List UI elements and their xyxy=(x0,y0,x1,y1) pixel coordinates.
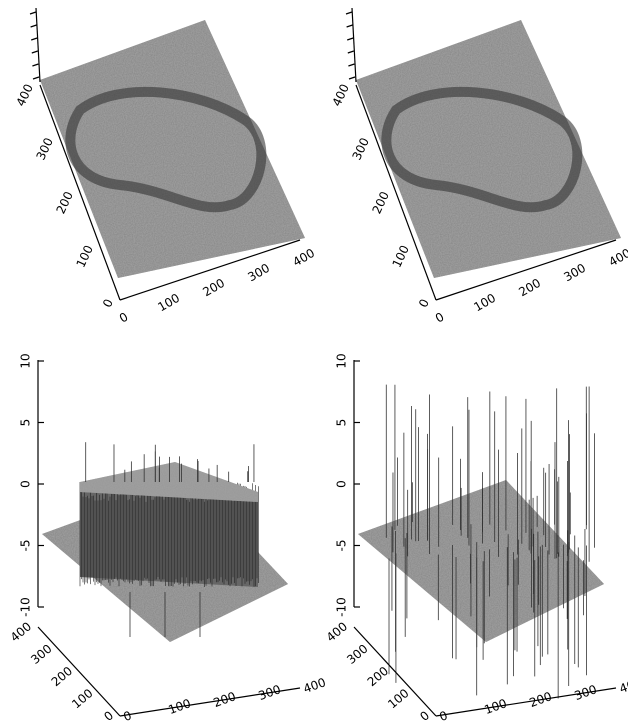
x-tick-label: 400 xyxy=(290,246,317,270)
x-tick-label: 100 xyxy=(155,291,182,315)
z-tick-label: -5 xyxy=(19,540,33,552)
x-tick-label: 400 xyxy=(301,675,327,696)
y-tick-label: 300 xyxy=(28,642,55,667)
y-tick-label: 400 xyxy=(324,619,351,644)
x-tick-label: 100 xyxy=(471,291,498,315)
y-tick-label: 400 xyxy=(8,619,35,644)
z-tick xyxy=(32,76,40,80)
z-tick xyxy=(347,50,354,54)
z-tick xyxy=(346,24,353,28)
y-axis xyxy=(355,84,437,301)
z-axis xyxy=(351,7,357,83)
panel: 0 100 200 300 400 0 100 200 300 400 xyxy=(330,7,628,326)
x-tick-label: 300 xyxy=(561,261,588,285)
x-axis xyxy=(435,239,617,301)
x-tick-label: 200 xyxy=(527,689,553,710)
y-tick-label: 100 xyxy=(385,686,412,711)
z-tick xyxy=(32,63,39,67)
z-tick xyxy=(347,37,354,41)
x-axis xyxy=(119,687,301,717)
z-tick-label: -10 xyxy=(335,597,349,617)
x-tick-label: 100 xyxy=(482,696,508,717)
z-tick xyxy=(31,37,38,41)
y-axis xyxy=(39,84,121,301)
x-tick-label: 200 xyxy=(211,689,237,710)
y-tick-label: 200 xyxy=(365,664,392,689)
z-tick-label: -10 xyxy=(19,597,33,617)
x-tick-label: 0 xyxy=(437,708,449,722)
x-axis xyxy=(435,687,617,717)
x-tick-label: 300 xyxy=(245,261,272,285)
z-axis xyxy=(35,7,41,83)
z-tick-label: 5 xyxy=(19,419,33,427)
y-tick-label: 300 xyxy=(350,136,372,163)
block-top-texture xyxy=(80,462,258,502)
x-axis xyxy=(119,239,301,301)
z-tick-label: 10 xyxy=(19,353,33,368)
x-tick-label: 200 xyxy=(516,276,543,300)
y-tick-label: 200 xyxy=(49,664,76,689)
z-tick xyxy=(30,24,37,28)
surface-texture xyxy=(40,20,305,278)
y-tick-label: 100 xyxy=(69,686,96,711)
z-tick xyxy=(348,63,355,67)
z-tick-label: -5 xyxy=(335,540,349,552)
x-tick-label: 100 xyxy=(166,696,192,717)
z-tick xyxy=(31,50,38,54)
surface xyxy=(42,442,288,642)
y-tick-label: 200 xyxy=(370,189,392,216)
z-tick-label: 5 xyxy=(335,419,349,427)
z-tick-label: 0 xyxy=(335,480,349,488)
x-tick-label: 0 xyxy=(121,708,133,722)
y-tick-label: 400 xyxy=(330,82,352,109)
x-tick-label: 0 xyxy=(433,310,447,326)
x-tick-label: 300 xyxy=(572,682,598,703)
z-tick xyxy=(348,76,356,80)
x-tick-label: 300 xyxy=(256,682,282,703)
y-tick-label: 0 xyxy=(100,297,116,310)
x-tick-label: 400 xyxy=(617,675,628,696)
x-tick-label: 0 xyxy=(117,310,131,326)
surface xyxy=(358,384,604,699)
y-tick-label: 300 xyxy=(34,136,56,163)
surface-texture xyxy=(356,20,621,278)
ridge xyxy=(381,86,583,213)
x-tick-label: 200 xyxy=(200,276,227,300)
y-tick-label: 100 xyxy=(74,243,96,270)
y-tick-label: 200 xyxy=(54,189,76,216)
x-tick-label: 400 xyxy=(606,246,628,270)
y-axis xyxy=(37,626,121,717)
y-tick-label: 300 xyxy=(344,642,371,667)
y-tick-label: 100 xyxy=(390,243,412,270)
y-tick-label: 400 xyxy=(14,82,36,109)
z-tick xyxy=(345,11,353,15)
panel: 0 100 200 300 400 0 100 200 300 400 xyxy=(14,7,317,326)
z-tick xyxy=(29,11,37,15)
z-tick-label: 10 xyxy=(335,353,349,368)
ridge xyxy=(65,86,267,213)
y-axis xyxy=(353,626,437,717)
z-tick-label: 0 xyxy=(19,480,33,488)
y-tick-label: 0 xyxy=(416,297,432,310)
